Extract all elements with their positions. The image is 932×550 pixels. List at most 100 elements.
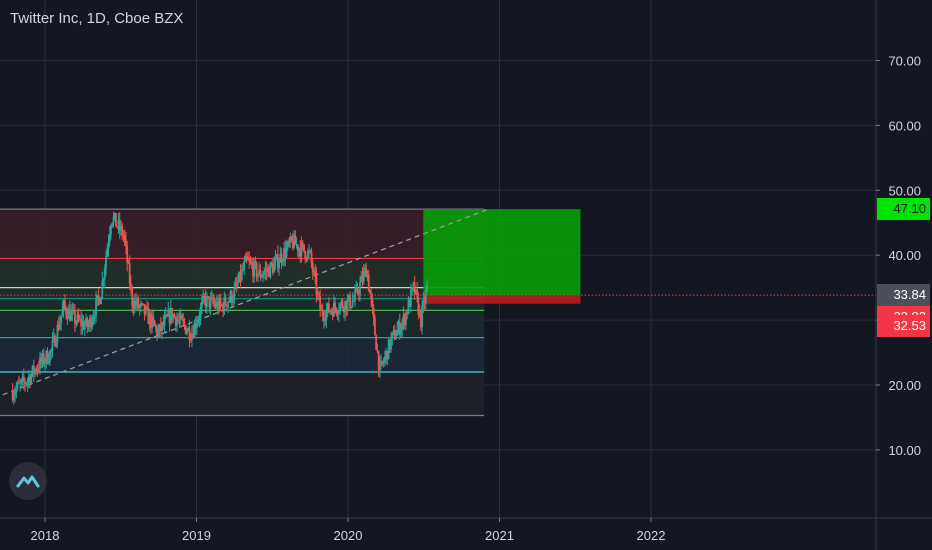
candle-body	[210, 297, 213, 299]
chart-title: Twitter Inc, 1D, Cboe BZX	[10, 10, 184, 27]
candle-body	[193, 323, 196, 338]
candle-body	[55, 341, 58, 347]
candle-body	[173, 314, 176, 318]
candle-body	[300, 242, 303, 257]
candle-body	[355, 286, 358, 291]
candle-body	[406, 312, 409, 314]
candle-body	[392, 330, 395, 333]
price-axis	[876, 0, 932, 550]
candle-body	[154, 325, 157, 328]
candle-body	[424, 290, 427, 304]
candle-body	[270, 263, 273, 266]
price-tag: 47.10	[877, 198, 930, 221]
y-tick-label: 10.00	[888, 443, 921, 458]
candle-body	[357, 293, 360, 295]
candle-body	[17, 382, 20, 384]
candle-body	[214, 303, 217, 307]
candle-body	[142, 303, 145, 305]
candle-body	[187, 327, 190, 332]
candle-body	[62, 300, 65, 310]
candle-body	[233, 288, 236, 301]
y-tick-label: 40.00	[888, 248, 921, 263]
fib-zone	[0, 298, 485, 311]
candle-body	[383, 356, 386, 363]
candle-body	[365, 267, 368, 278]
candle-body	[103, 268, 106, 280]
candle-body	[146, 306, 149, 309]
candle-body	[238, 271, 241, 282]
fib-zone	[0, 287, 485, 299]
candle-body	[184, 325, 187, 334]
candle-body	[311, 263, 314, 272]
candle-body	[387, 339, 390, 360]
candle-body	[263, 272, 266, 275]
candle-body	[271, 265, 274, 273]
candle-body	[227, 302, 229, 308]
candle-body	[242, 269, 244, 271]
candle-body	[179, 314, 182, 320]
candle-body	[30, 374, 33, 384]
candle-body	[388, 339, 391, 350]
candle-body	[313, 270, 315, 272]
candle-body	[412, 282, 415, 288]
candle-body	[37, 368, 40, 370]
candle-body	[219, 299, 222, 306]
candle-body	[371, 299, 374, 308]
candle-body	[364, 267, 366, 272]
candle-body	[253, 261, 256, 277]
candle-body	[279, 253, 282, 263]
candle-body	[167, 310, 170, 317]
candle-body	[370, 293, 373, 300]
candle-body	[148, 314, 151, 324]
candle-body	[259, 269, 262, 278]
candle-body	[111, 223, 114, 226]
tradingview-logo[interactable]	[9, 462, 47, 500]
candle-body	[29, 376, 31, 384]
candle-body	[247, 258, 249, 261]
candle-body	[159, 324, 162, 331]
candle-body	[360, 275, 363, 283]
candle-body	[268, 267, 271, 278]
candle-body	[186, 331, 188, 334]
trendline	[0, 209, 487, 397]
candle-body	[397, 321, 400, 330]
candle-body	[121, 226, 124, 236]
candle-body	[278, 262, 280, 269]
y-tick-label: 60.00	[888, 118, 921, 133]
candle-body	[301, 242, 304, 245]
candle-body	[298, 248, 300, 252]
candle-body	[208, 296, 211, 308]
candle-body	[218, 299, 221, 311]
candle-body	[168, 310, 171, 324]
candle-body	[125, 239, 127, 246]
candle-body	[240, 269, 243, 281]
candle-body	[36, 368, 39, 372]
candle-body	[346, 299, 349, 311]
candle-body	[310, 251, 313, 264]
candle-body	[137, 299, 140, 308]
candle-body	[67, 309, 70, 319]
candle-body	[335, 308, 338, 313]
candle-body	[127, 262, 130, 264]
candle-body	[126, 245, 129, 263]
candle-body	[11, 391, 14, 400]
candle-body	[413, 282, 416, 294]
candle-body	[421, 306, 423, 328]
candle-body	[320, 310, 323, 312]
candle-body	[107, 241, 110, 248]
candle-body	[258, 269, 261, 275]
candle-body	[289, 236, 292, 244]
candle-body	[349, 294, 351, 308]
candle-body	[411, 287, 414, 291]
fib-zone	[0, 337, 485, 373]
candle-body	[260, 276, 263, 278]
candle-body	[293, 235, 295, 248]
candle-body	[105, 256, 107, 269]
candle-body	[72, 310, 75, 312]
candle-body	[128, 263, 131, 284]
candle-body	[250, 262, 253, 265]
y-tick-label: 50.00	[888, 183, 921, 198]
candle-body	[274, 258, 277, 263]
candle-body	[351, 300, 354, 307]
